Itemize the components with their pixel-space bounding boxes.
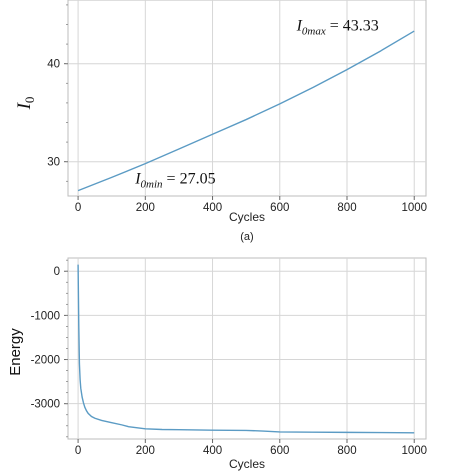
annotation-label: I0max = 43.33 <box>296 17 379 37</box>
y-tick-label: -3000 <box>31 399 60 411</box>
x-tick-label: 600 <box>270 202 289 214</box>
annotation-label: I0min = 27.05 <box>134 170 215 190</box>
panel-a-x-axis-label: Cycles <box>229 210 265 224</box>
panel-b-series-line <box>77 264 415 434</box>
x-tick-label: 800 <box>337 445 356 457</box>
panel-a-grid <box>68 0 426 196</box>
panel-a-plot-area <box>67 0 427 197</box>
x-tick-label: 0 <box>75 202 81 214</box>
panel-b-x-axis-label: Cycles <box>229 457 265 471</box>
x-tick-label: 400 <box>203 445 222 457</box>
x-tick-label: 400 <box>203 202 222 214</box>
panel-b-chart: 0 200 400 600 800 1000 0 -1000 -2000 -3000 Cycles… <box>7 257 427 471</box>
panel-b-plot-area <box>67 257 427 440</box>
x-tick-label: 0 <box>75 445 81 457</box>
panel-b-ticks: 0 200 400 600 800 1000 0 -1000 -2000 -3000 <box>31 259 427 457</box>
panel-a-caption: (a) <box>240 231 253 243</box>
panel-a-y-axis-label: I0 <box>14 97 37 111</box>
x-tick-label: 200 <box>136 202 155 214</box>
x-tick-label: 600 <box>270 445 289 457</box>
panel-a-series-line <box>77 30 415 192</box>
y-tick-label: 0 <box>54 266 60 278</box>
panel-a-annotations: I0max = 43.33 I0min = 27.05 <box>134 17 379 190</box>
panel-a-y-label-main: I <box>14 101 35 110</box>
svg-text:I0: I0 <box>14 97 37 111</box>
panel-b-grid <box>68 258 426 439</box>
panel-a-y-label-sub: 0 <box>22 97 37 104</box>
x-tick-label: 200 <box>136 445 155 457</box>
y-tick-label: -2000 <box>31 355 60 367</box>
y-tick-label: -1000 <box>31 310 60 322</box>
y-tick-label: 30 <box>47 157 60 169</box>
y-tick-label: 40 <box>47 59 60 71</box>
x-tick-label: 1000 <box>401 202 427 214</box>
x-tick-label: 800 <box>337 202 356 214</box>
x-tick-label: 1000 <box>401 445 427 457</box>
panel-a-ticks: 0 200 400 600 800 1000 30 40 <box>47 4 427 214</box>
panel-b-y-axis-label: Energy <box>7 328 24 376</box>
